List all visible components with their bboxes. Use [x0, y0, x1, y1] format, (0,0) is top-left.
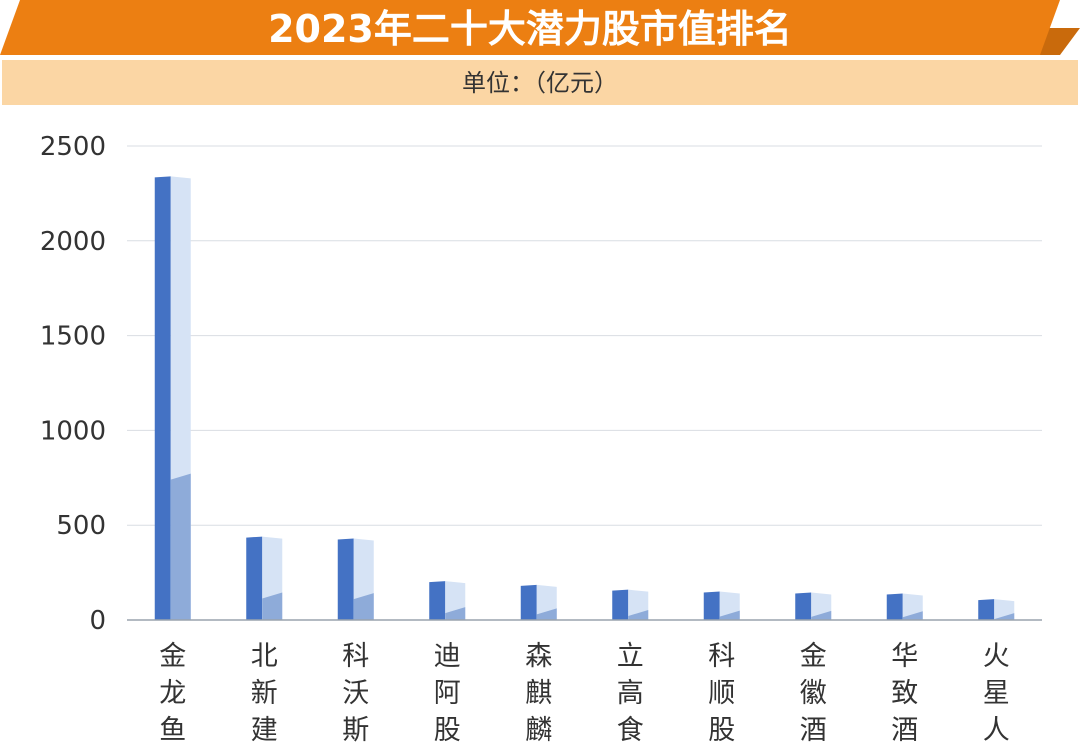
- x-tick-char: 龙: [159, 678, 186, 709]
- bar-front-face: [703, 591, 720, 620]
- x-tick-label: 森麒麟: [525, 641, 552, 746]
- y-tick-label: 0: [89, 606, 106, 636]
- x-tick-char: 新: [251, 678, 278, 709]
- bar: [154, 176, 191, 620]
- bar-side-fill: [262, 592, 283, 620]
- bar: [886, 593, 923, 620]
- bar: [337, 538, 374, 620]
- bar-front-face: [154, 176, 171, 620]
- x-tick-char: 北: [251, 641, 278, 672]
- bar: [520, 584, 557, 620]
- bar-side-fill: [994, 613, 1015, 620]
- x-tick-char: 股: [434, 715, 461, 746]
- x-tick-char: 顺: [708, 678, 735, 709]
- bars: [154, 176, 1015, 620]
- x-tick-label: 华致酒行: [891, 641, 918, 749]
- x-tick-char: 建: [251, 715, 278, 746]
- x-tick-char: 致: [891, 678, 918, 709]
- unit-banner: 单位：（亿元）: [2, 60, 1078, 105]
- x-tick-char: 人: [983, 715, 1010, 746]
- unit-label: 单位：（亿元）: [462, 69, 618, 97]
- bar-front-face: [886, 593, 903, 620]
- x-tick-char: 科: [708, 641, 735, 672]
- title-banner-background: [0, 0, 1060, 55]
- x-tick-label: 科顺股份: [708, 641, 735, 749]
- bar-side-fill: [536, 608, 557, 620]
- bar-front-face: [429, 581, 446, 620]
- bar-side-fill: [628, 609, 649, 620]
- chart-title: 2023年二十大潜力股市值排名: [268, 7, 792, 51]
- bar: [703, 591, 740, 620]
- bar-front-face: [978, 599, 995, 620]
- bar-front-face: [246, 536, 263, 620]
- bar-side-fill: [719, 610, 740, 620]
- x-axis-labels: 金龙鱼北新建材科沃斯迪阿股份森麒麟立高食品科顺股份金徽酒华致酒行火星人: [159, 641, 1010, 749]
- x-tick-char: 立: [617, 641, 644, 672]
- title-banner: 2023年二十大潜力股市值排名: [0, 0, 1080, 55]
- x-tick-char: 华: [891, 641, 918, 672]
- unit-banner-background: [2, 60, 1078, 105]
- x-tick-char: 金: [800, 641, 827, 672]
- x-tick-label: 火星人: [983, 641, 1010, 746]
- x-tick-char: 徽: [800, 678, 827, 709]
- x-tick-char: 迪: [434, 641, 461, 672]
- x-tick-char: 麒: [525, 678, 552, 709]
- x-tick-char: 酒: [800, 715, 827, 746]
- y-tick-label: 500: [56, 511, 106, 541]
- bar: [978, 599, 1015, 620]
- x-tick-label: 立高食品: [617, 641, 644, 749]
- bar-side-fill: [811, 610, 832, 620]
- x-tick-char: 斯: [342, 715, 369, 746]
- y-tick-label: 2500: [40, 132, 106, 162]
- bar-side-fill: [445, 607, 466, 620]
- x-tick-char: 科: [342, 641, 369, 672]
- x-tick-label: 科沃斯: [342, 641, 369, 746]
- y-tick-label: 2000: [40, 227, 106, 257]
- title-banner-fold: [1040, 28, 1080, 55]
- bar: [795, 592, 832, 620]
- x-tick-char: 麟: [525, 715, 552, 746]
- bar-front-face: [520, 584, 537, 620]
- bar: [246, 536, 283, 620]
- x-tick-label: 北新建材: [251, 641, 278, 749]
- bar: [612, 589, 649, 620]
- bar-side-fill: [170, 473, 191, 620]
- x-tick-label: 金龙鱼: [159, 641, 186, 746]
- x-tick-char: 森: [525, 641, 552, 672]
- x-tick-char: 沃: [342, 678, 369, 709]
- y-tick-label: 1500: [40, 322, 106, 352]
- x-tick-char: 高: [617, 678, 644, 709]
- x-tick-char: 股: [708, 715, 735, 746]
- x-tick-char: 火: [983, 641, 1010, 672]
- x-tick-char: 鱼: [159, 715, 186, 746]
- bar: [429, 581, 466, 620]
- bar-front-face: [795, 592, 812, 620]
- bar-side-fill: [353, 593, 374, 620]
- x-tick-char: 星: [983, 678, 1010, 709]
- y-axis-ticks: 0 500 1000 1500 2000 2500: [40, 132, 106, 636]
- bar-side-fill: [902, 611, 923, 620]
- bar-front-face: [337, 538, 354, 620]
- x-tick-char: 食: [617, 715, 644, 746]
- x-tick-char: 阿: [434, 678, 461, 709]
- bar-front-face: [612, 589, 629, 620]
- x-tick-label: 金徽酒: [800, 641, 827, 746]
- gridlines: [127, 145, 1042, 526]
- y-tick-label: 1000: [40, 416, 106, 446]
- x-tick-char: 酒: [891, 715, 918, 746]
- x-tick-char: 金: [159, 641, 186, 672]
- x-tick-label: 迪阿股份: [434, 641, 461, 749]
